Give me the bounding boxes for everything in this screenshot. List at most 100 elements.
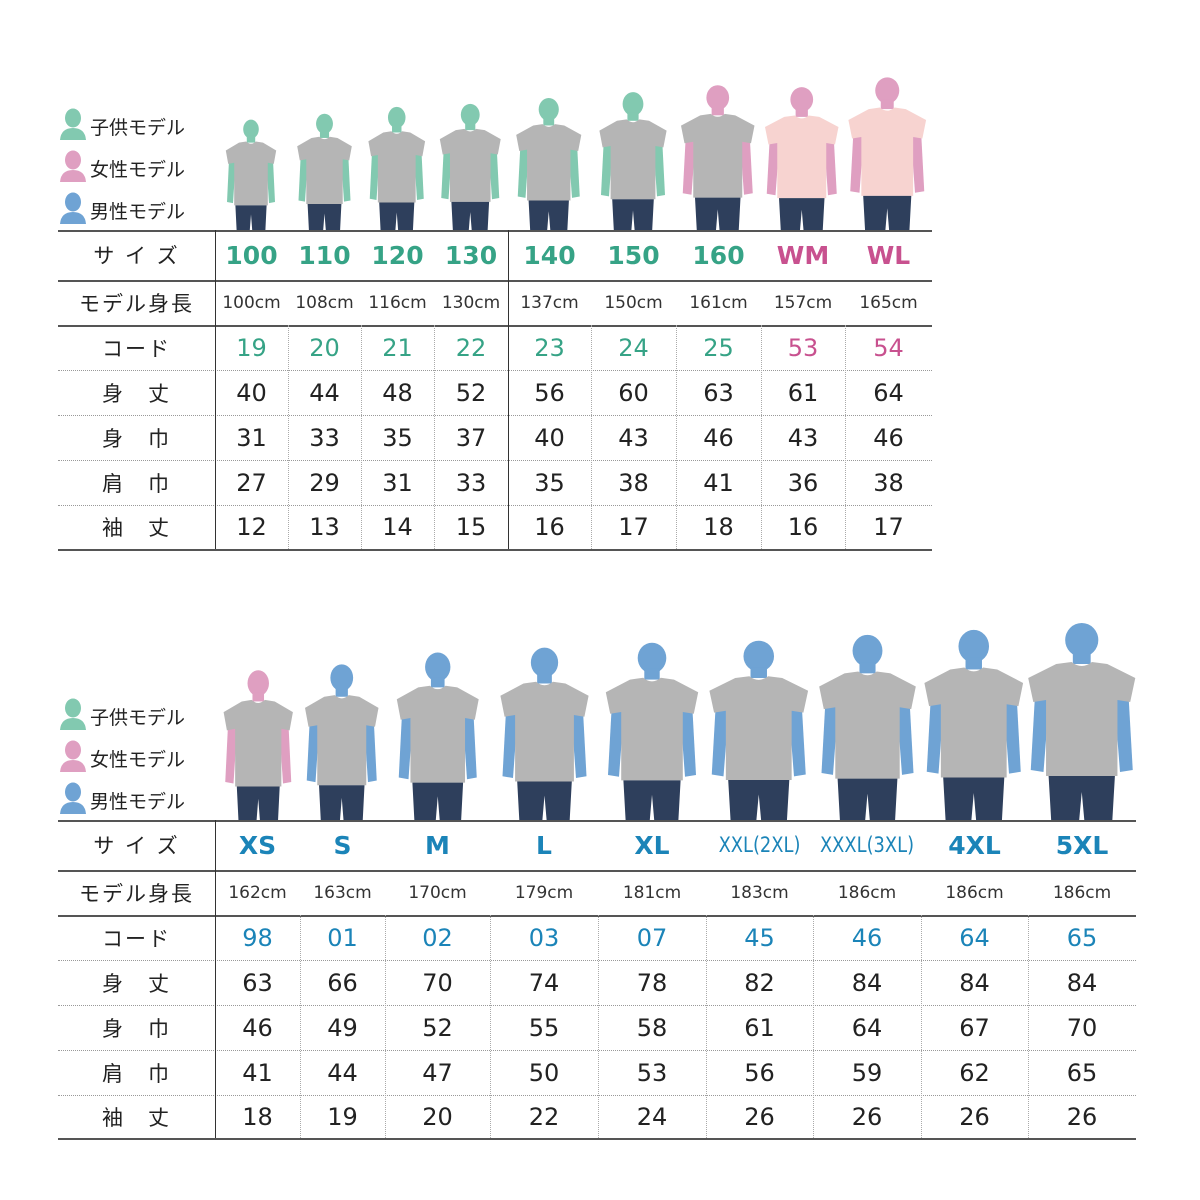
model-height-cell: 150cm: [604, 292, 663, 313]
code-cell: 65: [1066, 923, 1098, 952]
legend-label: 子供モデル: [90, 116, 186, 139]
size-cell: XXXL(3XL): [819, 833, 915, 857]
sleeve-length-cell: 17: [873, 513, 904, 541]
size-cell: L: [536, 830, 552, 860]
shoulder-width-cell: 33: [455, 468, 487, 497]
body-length-cell: 60: [618, 378, 649, 407]
sleeve-length-cell: 20: [422, 1102, 453, 1131]
body-width-cell: 46: [703, 423, 734, 452]
shoulder-width-cell: 56: [744, 1058, 775, 1087]
row-label-code: コード: [102, 926, 171, 951]
body-length-cell: 84: [959, 968, 990, 997]
legend-item-men: 男性モデル: [58, 782, 185, 818]
code-cell: 01: [327, 923, 358, 952]
body-length-cell: 78: [636, 968, 668, 997]
size-cell: 150: [607, 240, 660, 270]
body-length-cell: 64: [873, 378, 904, 407]
row-label-model-height: モデル身長: [79, 291, 194, 316]
model-height-cell: 130cm: [441, 292, 501, 313]
column-divider: [288, 325, 289, 549]
body-width-cell: 46: [873, 423, 904, 452]
model-height-cell: 170cm: [408, 882, 467, 903]
table-rule: [58, 460, 932, 461]
body-width-cell: 33: [309, 423, 340, 452]
body-width-cell: 64: [851, 1013, 883, 1042]
legend-item-women: 女性モデル: [58, 150, 185, 186]
body-width-cell: 43: [787, 423, 819, 452]
table-rule: [58, 1095, 1136, 1096]
model-height-cell: 162cm: [228, 882, 287, 903]
shoulder-width-cell: 53: [636, 1058, 668, 1087]
column-divider: [1028, 915, 1029, 1138]
table-rule: [58, 1005, 1136, 1006]
table-rule: [58, 505, 932, 506]
model-figure-140: [510, 96, 588, 230]
row-label-body-width: 身 巾: [102, 426, 171, 451]
model-figure-4XL: [915, 627, 1033, 820]
table-rule: [58, 1138, 1136, 1140]
shoulder-width-cell: 38: [873, 468, 904, 497]
body-length-cell: 40: [236, 378, 267, 407]
sleeve-length-cell: 26: [1066, 1102, 1098, 1131]
label-column-divider: [215, 230, 216, 549]
sleeve-length-cell: 14: [382, 513, 413, 541]
body-length-cell: 82: [744, 968, 775, 997]
column-divider: [300, 915, 301, 1138]
column-divider: [706, 915, 707, 1138]
model-figure-5XL: [1018, 620, 1146, 820]
shoulder-width-cell: 50: [528, 1058, 560, 1087]
row-label-shoulder-width: 肩 巾: [102, 1061, 171, 1086]
model-figure-130: [434, 102, 507, 230]
model-figure-100: [221, 118, 281, 230]
code-cell: 64: [959, 923, 990, 952]
person-icon: [58, 107, 90, 146]
shoulder-width-cell: 41: [242, 1058, 273, 1087]
table-rule: [58, 370, 932, 371]
sleeve-length-cell: 17: [618, 513, 649, 541]
legend-label: 子供モデル: [90, 706, 186, 729]
size-cell: 4XL: [948, 830, 1001, 860]
shoulder-width-cell: 65: [1066, 1058, 1098, 1087]
shoulder-width-cell: 62: [959, 1058, 990, 1087]
body-width-cell: 67: [959, 1013, 990, 1042]
shoulder-width-cell: 29: [309, 468, 340, 497]
model-figure-XS: [217, 668, 300, 820]
row-label-shoulder-width: 肩 巾: [102, 471, 171, 496]
body-length-cell: 44: [309, 378, 340, 407]
model-figure-120: [363, 105, 431, 230]
size-cell: 160: [692, 240, 745, 270]
column-divider: [490, 915, 491, 1138]
size-cell: WL: [866, 240, 911, 270]
body-width-cell: 35: [382, 423, 413, 452]
body-length-cell: 84: [851, 968, 883, 997]
shoulder-width-cell: 36: [787, 468, 819, 497]
size-cell: 110: [298, 240, 351, 270]
table-rule: [58, 960, 1136, 961]
model-figure-WL: [841, 75, 934, 230]
model-height-cell: 181cm: [622, 882, 682, 903]
row-label-code: コード: [102, 336, 171, 361]
size-cell: 5XL: [1055, 830, 1109, 860]
legend-item-men: 男性モデル: [58, 192, 185, 228]
shoulder-width-cell: 59: [851, 1058, 883, 1087]
body-length-cell: 63: [703, 378, 734, 407]
model-height-cell: 116cm: [368, 292, 427, 313]
size-cell: XL: [634, 830, 670, 860]
body-length-cell: 66: [327, 968, 358, 997]
model-height-cell: 186cm: [945, 882, 1004, 903]
body-length-cell: 52: [455, 378, 487, 407]
code-cell: 19: [236, 333, 267, 362]
row-label-size: サ イ ズ: [93, 244, 180, 268]
size-cell: XXL(2XL): [718, 833, 801, 857]
sleeve-length-cell: 16: [534, 513, 565, 541]
row-label-body-width: 身 巾: [102, 1016, 171, 1041]
model-height-cell: 179cm: [514, 882, 574, 903]
table-rule: [58, 549, 932, 551]
row-label-sleeve-length: 袖 丈: [102, 1105, 171, 1130]
shoulder-width-cell: 27: [236, 468, 267, 497]
label-column-divider: [215, 820, 216, 1138]
shoulder-width-cell: 31: [382, 468, 413, 497]
model-figure-S: [298, 662, 386, 820]
sleeve-length-cell: 22: [528, 1102, 560, 1131]
